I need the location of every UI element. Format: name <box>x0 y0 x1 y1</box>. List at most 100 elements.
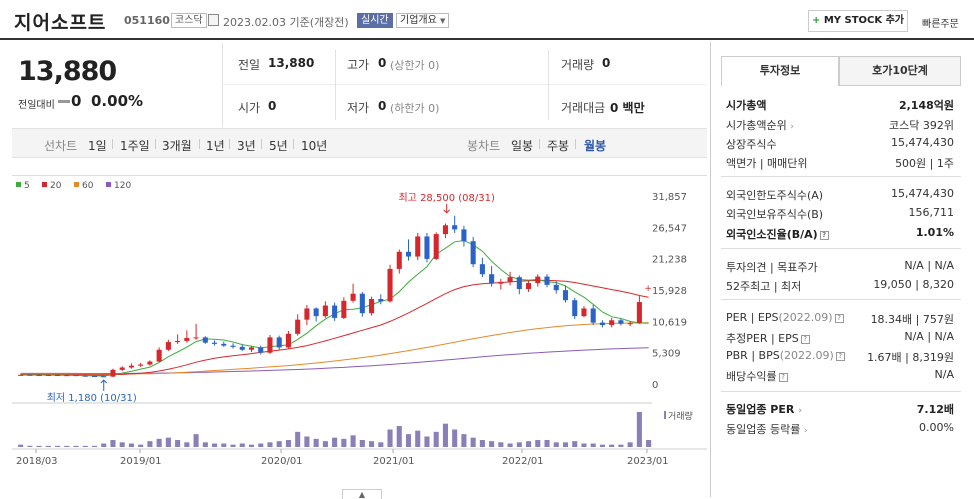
volume-bar <box>184 442 190 447</box>
help-icon[interactable]: ? <box>834 314 844 323</box>
help-icon[interactable]: ? <box>800 335 810 344</box>
candle-body <box>489 274 495 284</box>
candle-body <box>221 343 227 346</box>
tab-hoga-10[interactable]: 호가10단계 <box>839 56 961 86</box>
volume-bar <box>544 440 550 447</box>
y-tick-label: 15,928 <box>652 286 687 297</box>
market-cap-rank-value: 코스닥 392위 <box>889 119 954 132</box>
dividend-value: N/A <box>934 368 954 381</box>
help-icon[interactable]: ? <box>819 231 829 240</box>
legend-label: 60 <box>82 181 94 191</box>
change-value: 0 <box>71 92 82 110</box>
ma120-line <box>20 347 649 374</box>
candle-body <box>313 308 319 317</box>
quick-order-link[interactable]: 빠른주문 <box>922 19 959 30</box>
line-chart-label: 선차트 <box>44 139 78 153</box>
volume-bar <box>442 423 448 447</box>
divider <box>721 248 961 249</box>
volume-bar <box>267 442 273 447</box>
volume-bar <box>405 434 412 447</box>
help-icon[interactable]: ? <box>835 352 845 361</box>
help-icon[interactable]: ? <box>778 373 788 382</box>
candle-body <box>535 276 541 284</box>
period-10y[interactable]: 10년 <box>301 139 328 153</box>
candle-body <box>359 293 365 314</box>
volume-bar <box>516 442 522 447</box>
volume-bar <box>590 443 596 447</box>
foreign-ratio-label: 외국인소진율(B/A)? <box>726 226 829 242</box>
est-per-label: 추정PER | EPS? <box>726 330 810 346</box>
volume-bar <box>562 442 569 447</box>
volume-bar <box>526 441 532 447</box>
collapse-toggle[interactable]: ▲ <box>342 489 382 499</box>
period-3m[interactable]: 3개월 <box>162 139 192 153</box>
legend-swatch <box>16 182 21 187</box>
candle-body <box>396 251 402 269</box>
market-cap-rank-label: 시가총액순위 › <box>726 117 794 133</box>
pbr-value: 1.67배 | 8,319원 <box>867 351 954 364</box>
per-label-text: PER | EPS <box>726 311 779 324</box>
upper-limit: (상한가 0) <box>390 59 440 72</box>
period-1w[interactable]: 1주일 <box>120 139 150 153</box>
volume-bar <box>175 440 181 447</box>
period-1d[interactable]: 1일 <box>88 139 107 153</box>
y-tick-label: 5,309 <box>652 349 681 360</box>
base-date: 2023.02.03 기준(개장전) <box>223 16 349 29</box>
candle-body <box>461 229 467 242</box>
per-label: PER | EPS(2022.09)? <box>726 311 844 324</box>
company-name: 지어소프트 <box>14 12 107 34</box>
foreign-hold-value: 156,711 <box>908 206 955 219</box>
candle-daily[interactable]: 일봉 <box>511 139 534 153</box>
change-label: 전일대비 <box>18 100 55 111</box>
volume-bar <box>45 445 51 447</box>
volume-bar <box>64 445 70 447</box>
candle-body <box>415 236 421 257</box>
candle-body <box>156 349 162 362</box>
trade-amount-label: 거래대금 <box>561 101 606 115</box>
price-chart[interactable]: 5 20 60 120 31,857 26,547 21,238 15,928 10,619 5,… <box>12 175 707 470</box>
divider <box>539 139 540 149</box>
per-year: (2022.09) <box>778 311 833 324</box>
plus-icon: + <box>811 15 821 26</box>
candle-body <box>507 277 513 282</box>
sector-rate-label: 동일업종 등락률 › <box>726 421 807 437</box>
divider <box>575 139 576 149</box>
company-info-button[interactable]: 기업개요 ▼ <box>396 13 450 28</box>
high-value: 0 <box>378 56 387 70</box>
low-arrow-icon <box>100 379 108 392</box>
volume-bar <box>156 438 162 447</box>
candle-body <box>442 225 448 235</box>
volume-bar <box>489 441 495 447</box>
candle-monthly[interactable]: 월봉 <box>584 139 607 153</box>
high-annotation: 최고 28,500 (08/31) <box>398 192 494 204</box>
opinion-label: 투자의견 | 목표주가 <box>726 261 818 274</box>
market-badge: 코스닥 <box>171 13 207 28</box>
dividend-label: 배당수익률? <box>726 368 788 384</box>
realtime-badge[interactable]: 실시간 <box>357 13 393 28</box>
candle-body <box>387 268 393 302</box>
add-mystock-button[interactable]: + MY STOCK 추가 <box>808 10 908 32</box>
period-1y[interactable]: 1년 <box>206 139 225 153</box>
volume-bar <box>304 436 310 447</box>
volume-bar <box>248 444 255 447</box>
y-tick-label: 21,238 <box>652 255 687 266</box>
candle-weekly[interactable]: 주봉 <box>547 139 570 153</box>
low-label: 저가 <box>347 101 370 115</box>
tab-invest-info[interactable]: 투자정보 <box>721 56 839 86</box>
volume-bar <box>599 444 605 447</box>
rank-label-text: 시가총액순위 <box>726 119 787 132</box>
divider <box>721 176 961 177</box>
current-marker: + <box>644 284 652 294</box>
period-3y[interactable]: 3년 <box>237 139 256 153</box>
y-tick-label: 26,547 <box>652 223 687 234</box>
volume-bar <box>350 435 356 447</box>
candle-body <box>424 236 430 259</box>
volume-bar <box>147 441 153 447</box>
candle-body <box>110 369 116 377</box>
period-5y[interactable]: 5년 <box>269 139 288 153</box>
candle-body <box>618 320 624 324</box>
par-value-value: 500원 | 1주 <box>895 157 954 170</box>
est-per-value: N/A | N/A <box>904 330 954 343</box>
candle-body <box>609 320 615 325</box>
current-price: 13,880 <box>18 56 117 87</box>
